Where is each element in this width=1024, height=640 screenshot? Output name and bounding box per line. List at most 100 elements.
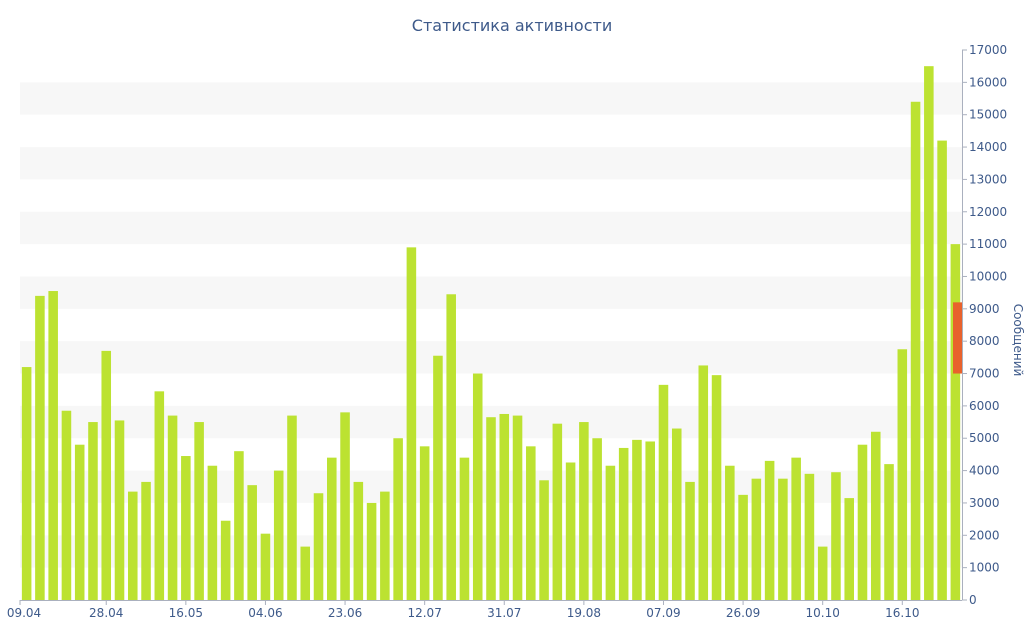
bar[interactable] — [114, 420, 125, 600]
bar[interactable] — [380, 491, 390, 600]
x-tick-label: 04.06 — [248, 606, 282, 620]
y-axis-title: Сообщений — [1011, 304, 1024, 377]
bar[interactable] — [924, 66, 934, 601]
y-tick-label: 6000 — [969, 399, 1000, 413]
bar[interactable] — [101, 350, 112, 600]
bar[interactable] — [791, 457, 801, 600]
bar[interactable] — [632, 439, 642, 600]
bar[interactable] — [433, 355, 443, 600]
bar[interactable] — [220, 520, 231, 600]
bar[interactable] — [419, 446, 430, 600]
bar[interactable] — [459, 457, 470, 600]
bar[interactable] — [260, 533, 271, 600]
y-tick-label: 7000 — [969, 367, 1000, 381]
bar[interactable] — [764, 460, 775, 600]
bar[interactable] — [181, 456, 191, 600]
bar[interactable] — [74, 444, 85, 600]
x-tick-label: 12.07 — [407, 606, 441, 620]
bar[interactable] — [738, 494, 748, 600]
bar[interactable] — [671, 428, 682, 600]
grid-stripe — [20, 82, 962, 115]
bar[interactable] — [592, 438, 602, 600]
bar[interactable] — [658, 384, 669, 600]
bar[interactable] — [751, 478, 762, 600]
bar[interactable] — [950, 244, 961, 600]
y-tick-label: 13000 — [969, 172, 1007, 186]
bar[interactable] — [552, 423, 563, 600]
x-tick-label: 10.10 — [806, 606, 840, 620]
y-axis: 0 1000 2000 3000 4000 5000 6000 7000 8000 9000 100… — [953, 43, 1007, 607]
bar[interactable] — [817, 546, 828, 600]
bar[interactable] — [327, 457, 337, 600]
bar[interactable] — [486, 417, 496, 600]
bar[interactable] — [353, 481, 364, 600]
grid-stripe — [20, 147, 962, 180]
bar[interactable] — [698, 365, 709, 600]
bar[interactable] — [844, 498, 855, 600]
bar[interactable] — [48, 291, 58, 600]
y-tick-label: 9000 — [969, 302, 1000, 316]
bar[interactable] — [35, 295, 45, 600]
bar[interactable] — [884, 464, 894, 600]
bar[interactable] — [127, 491, 138, 600]
bar[interactable] — [194, 422, 204, 600]
bar[interactable] — [247, 485, 257, 600]
bar[interactable] — [512, 415, 523, 600]
bar[interactable] — [300, 546, 311, 600]
bar[interactable] — [313, 493, 324, 600]
y-tick-label: 10000 — [969, 269, 1007, 283]
bar[interactable] — [472, 373, 483, 600]
bar[interactable] — [167, 415, 178, 600]
bar[interactable] — [340, 412, 350, 600]
bar[interactable] — [804, 473, 815, 600]
bar[interactable] — [141, 481, 151, 600]
bar[interactable] — [88, 422, 98, 600]
y-tick-label: 3000 — [969, 496, 1000, 510]
bar[interactable] — [21, 367, 32, 600]
grid-stripe — [20, 211, 962, 245]
y-tick-label: 17000 — [969, 43, 1007, 57]
bar[interactable] — [446, 294, 456, 600]
bar[interactable] — [618, 447, 629, 600]
y-tick-label: 5000 — [969, 431, 1000, 445]
bar[interactable] — [831, 472, 841, 600]
y-tick-label: 0 — [969, 593, 977, 607]
bar[interactable] — [579, 422, 589, 600]
bar[interactable] — [234, 451, 244, 600]
y-tick-label: 16000 — [969, 75, 1007, 89]
x-tick-label: 19.08 — [567, 606, 601, 620]
bar[interactable] — [645, 441, 655, 600]
y-tick-label: 12000 — [969, 205, 1007, 219]
axis-range-marker[interactable] — [953, 302, 962, 374]
bar[interactable] — [61, 410, 72, 600]
bar[interactable] — [207, 465, 218, 600]
bar[interactable] — [857, 444, 868, 600]
grid-stripe — [20, 276, 962, 309]
x-tick-label: 16.05 — [169, 606, 203, 620]
bar[interactable] — [897, 349, 908, 600]
bar[interactable] — [870, 431, 881, 600]
bar[interactable] — [539, 480, 549, 600]
bar[interactable] — [778, 478, 788, 600]
bar[interactable] — [273, 470, 284, 600]
bar[interactable] — [393, 438, 403, 600]
bar[interactable] — [910, 101, 921, 600]
bar[interactable] — [406, 247, 417, 600]
bar[interactable] — [725, 465, 735, 600]
bar[interactable] — [937, 140, 947, 600]
y-tick-label: 15000 — [969, 108, 1007, 122]
bar[interactable] — [366, 502, 377, 600]
bar[interactable] — [711, 375, 722, 600]
bar[interactable] — [287, 415, 297, 600]
bar[interactable] — [526, 446, 536, 600]
bar[interactable] — [605, 465, 616, 600]
x-tick-label: 16.10 — [885, 606, 919, 620]
x-tick-label: 09.04 — [7, 606, 41, 620]
y-tick-label: 11000 — [969, 237, 1007, 251]
bar[interactable] — [565, 462, 576, 601]
bar[interactable] — [154, 391, 165, 600]
y-tick-label: 14000 — [969, 140, 1007, 154]
bar[interactable] — [499, 413, 510, 600]
bar[interactable] — [685, 481, 695, 600]
